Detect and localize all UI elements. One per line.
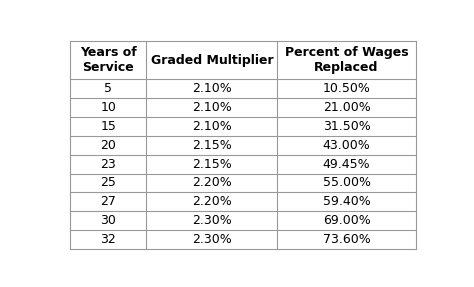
Bar — [146, 174, 277, 192]
Bar — [277, 174, 416, 192]
Bar — [70, 117, 146, 136]
Text: Percent of Wages
Replaced: Percent of Wages Replaced — [285, 46, 408, 74]
Bar — [70, 79, 146, 98]
Text: 2.15%: 2.15% — [192, 139, 232, 152]
Text: 2.20%: 2.20% — [192, 195, 232, 208]
Text: 2.15%: 2.15% — [192, 158, 232, 171]
Text: 10: 10 — [100, 101, 116, 114]
Bar — [277, 155, 416, 174]
Bar — [146, 136, 277, 155]
Bar — [70, 192, 146, 211]
Bar — [70, 174, 146, 192]
Bar — [70, 41, 146, 79]
Text: 49.45%: 49.45% — [323, 158, 370, 171]
Text: Years of
Service: Years of Service — [80, 46, 137, 74]
Bar — [277, 117, 416, 136]
Text: 31.50%: 31.50% — [323, 120, 370, 133]
Bar — [277, 41, 416, 79]
Bar — [277, 98, 416, 117]
Bar — [146, 192, 277, 211]
Text: 21.00%: 21.00% — [323, 101, 370, 114]
Text: 43.00%: 43.00% — [323, 139, 370, 152]
Text: 30: 30 — [100, 214, 116, 227]
Text: 73.60%: 73.60% — [323, 233, 370, 246]
Text: 2.30%: 2.30% — [192, 214, 232, 227]
Text: 25: 25 — [100, 177, 116, 189]
Bar — [146, 98, 277, 117]
Bar — [146, 211, 277, 230]
Bar — [70, 136, 146, 155]
Bar — [277, 79, 416, 98]
Bar — [146, 117, 277, 136]
Bar — [70, 230, 146, 249]
Bar — [277, 230, 416, 249]
Text: 20: 20 — [100, 139, 116, 152]
Text: 23: 23 — [100, 158, 116, 171]
Text: 27: 27 — [100, 195, 116, 208]
Bar — [70, 155, 146, 174]
Text: 55.00%: 55.00% — [322, 177, 371, 189]
Text: 15: 15 — [100, 120, 116, 133]
Bar — [146, 41, 277, 79]
Bar — [70, 98, 146, 117]
Text: 2.20%: 2.20% — [192, 177, 232, 189]
Text: 69.00%: 69.00% — [323, 214, 370, 227]
Bar — [277, 192, 416, 211]
Bar — [146, 230, 277, 249]
Text: 2.10%: 2.10% — [192, 82, 232, 95]
Bar — [277, 211, 416, 230]
Bar — [146, 155, 277, 174]
Text: Graded Multiplier: Graded Multiplier — [151, 54, 273, 67]
Bar — [277, 136, 416, 155]
Text: 10.50%: 10.50% — [323, 82, 371, 95]
Text: 2.10%: 2.10% — [192, 101, 232, 114]
Text: 32: 32 — [100, 233, 116, 246]
Bar — [146, 79, 277, 98]
Bar — [70, 211, 146, 230]
Text: 2.30%: 2.30% — [192, 233, 232, 246]
Text: 5: 5 — [104, 82, 112, 95]
Text: 2.10%: 2.10% — [192, 120, 232, 133]
Text: 59.40%: 59.40% — [323, 195, 370, 208]
